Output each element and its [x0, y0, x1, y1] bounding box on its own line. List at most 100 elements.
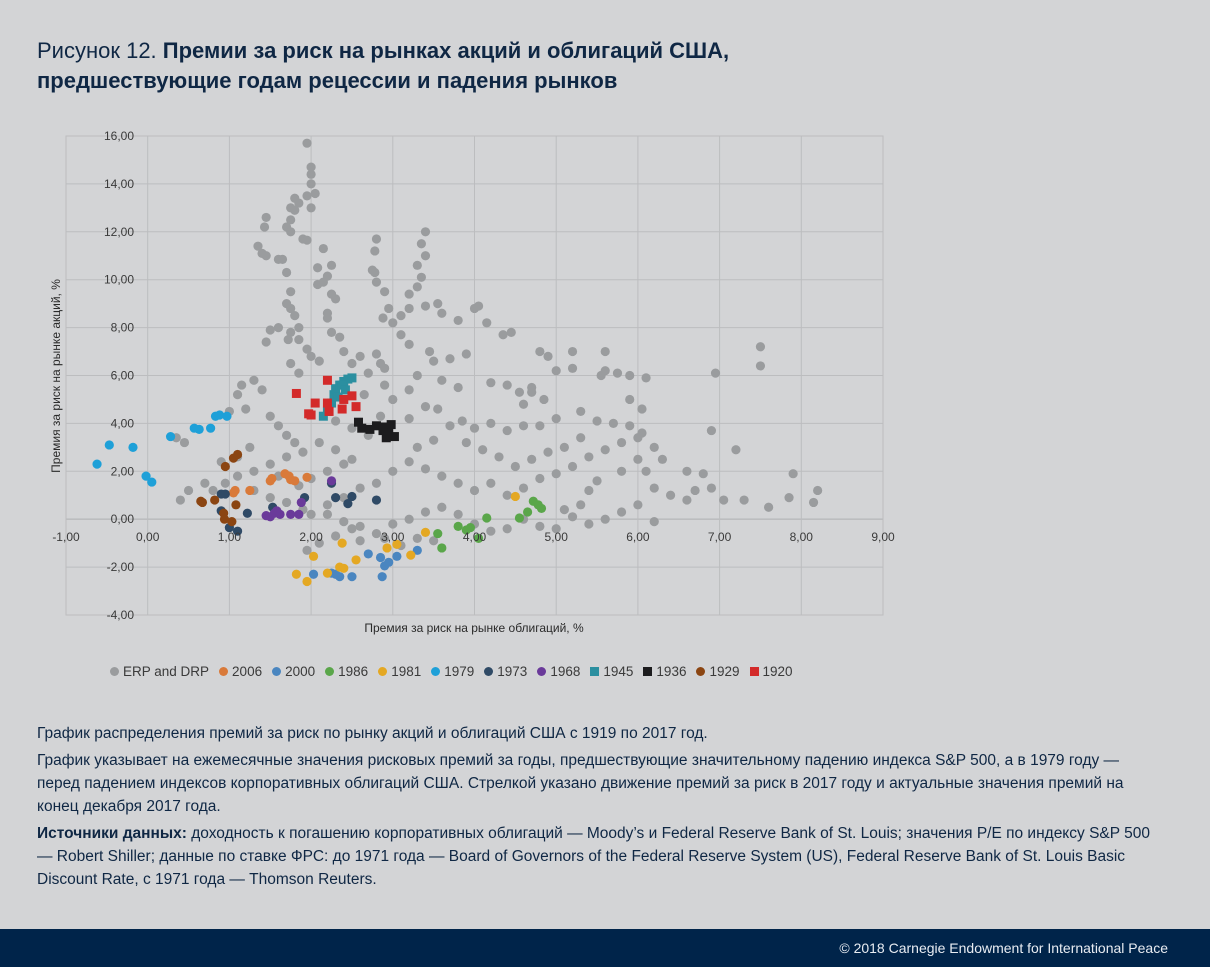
data-point: [294, 198, 304, 208]
x-tick-label: 3,00: [381, 530, 405, 544]
data-point: [535, 521, 545, 531]
data-point: [210, 495, 220, 505]
description-paragraph-2: График указывает на ежемесячные значения…: [37, 752, 1124, 815]
data-point: [314, 538, 324, 548]
data-point: [331, 416, 341, 426]
data-point: [710, 368, 721, 378]
data-point: [326, 476, 337, 486]
data-point: [482, 513, 492, 523]
data-point: [559, 442, 569, 452]
data-point: [616, 466, 627, 476]
data-point: [388, 519, 398, 529]
data-point: [322, 466, 333, 476]
data-point: [567, 363, 578, 373]
data-point: [371, 528, 382, 539]
data-point: [249, 375, 259, 385]
series-erp-and-drp: [171, 138, 823, 555]
legend-marker: [378, 666, 388, 676]
data-point: [294, 334, 304, 345]
legend-label: 1981: [391, 663, 422, 679]
data-point: [347, 491, 357, 502]
series-1968: [261, 476, 337, 522]
legend-marker: [431, 666, 441, 676]
legend-marker: [325, 666, 335, 676]
data-point: [600, 366, 610, 376]
data-point: [265, 459, 275, 469]
data-point: [324, 406, 334, 416]
data-point: [306, 203, 316, 213]
data-point: [437, 471, 447, 481]
data-point: [465, 522, 476, 533]
data-point: [551, 366, 561, 376]
legend-item: 2000: [272, 664, 315, 679]
data-point: [286, 215, 296, 225]
data-point: [539, 394, 549, 405]
legend-item: 1945: [590, 664, 633, 679]
data-point: [306, 351, 316, 361]
chart-points: [92, 138, 823, 587]
data-point: [355, 536, 365, 546]
data-point: [128, 442, 138, 452]
data-point: [388, 318, 398, 328]
data-point: [265, 411, 275, 421]
data-point: [584, 452, 594, 462]
data-point: [518, 399, 529, 409]
data-point: [461, 349, 471, 359]
data-point: [486, 418, 496, 428]
data-point: [808, 497, 819, 508]
data-point: [347, 373, 357, 383]
data-point: [220, 461, 230, 472]
y-axis-label: Премия за риск на рынке акций, %: [49, 279, 63, 473]
legend-label: 2000: [285, 663, 316, 679]
data-point: [378, 313, 388, 323]
data-point: [313, 279, 323, 290]
data-point: [227, 516, 237, 527]
data-point: [380, 287, 390, 297]
data-point: [433, 528, 443, 539]
data-point: [326, 260, 337, 270]
data-point: [92, 459, 102, 469]
data-point: [310, 398, 320, 408]
data-point: [179, 437, 190, 448]
data-point: [380, 380, 390, 390]
data-point: [412, 370, 422, 381]
data-point: [232, 449, 243, 460]
data-point: [306, 509, 316, 520]
data-point: [404, 339, 414, 349]
data-point: [473, 301, 484, 311]
data-point: [429, 536, 439, 546]
x-tick-label: 8,00: [790, 530, 814, 544]
data-point: [527, 454, 537, 464]
legend-item: 1929: [696, 664, 740, 679]
data-point: [404, 514, 414, 524]
legend-marker: [749, 666, 759, 676]
data-point: [600, 514, 610, 524]
figure-title-line2: предшествующие годам рецессии и падения …: [37, 68, 618, 93]
data-point: [219, 514, 230, 524]
y-tick-label: 2,00: [111, 464, 135, 478]
data-point: [381, 433, 391, 443]
data-point: [510, 461, 520, 472]
footer-bar: © 2018 Carnegie Endowment for Internatio…: [0, 929, 1210, 967]
data-point: [375, 411, 386, 421]
data-point: [420, 507, 431, 517]
data-point: [353, 417, 363, 427]
figure-description: График распределения премий за риск по р…: [37, 722, 1157, 895]
legend-marker: [643, 666, 653, 676]
data-point: [649, 516, 659, 527]
data-point: [371, 349, 382, 359]
data-point: [584, 485, 594, 496]
data-point: [302, 344, 312, 354]
y-tick-label: 14,00: [104, 177, 134, 191]
data-point: [764, 502, 774, 512]
legend-marker: [219, 666, 229, 676]
legend-item: 1979: [431, 664, 474, 679]
data-point: [380, 363, 390, 373]
data-point: [206, 423, 216, 433]
data-point: [318, 411, 328, 421]
data-point: [308, 551, 319, 561]
data-point: [392, 551, 402, 561]
data-point: [165, 431, 176, 442]
data-point: [445, 421, 455, 431]
data-point: [273, 421, 284, 431]
